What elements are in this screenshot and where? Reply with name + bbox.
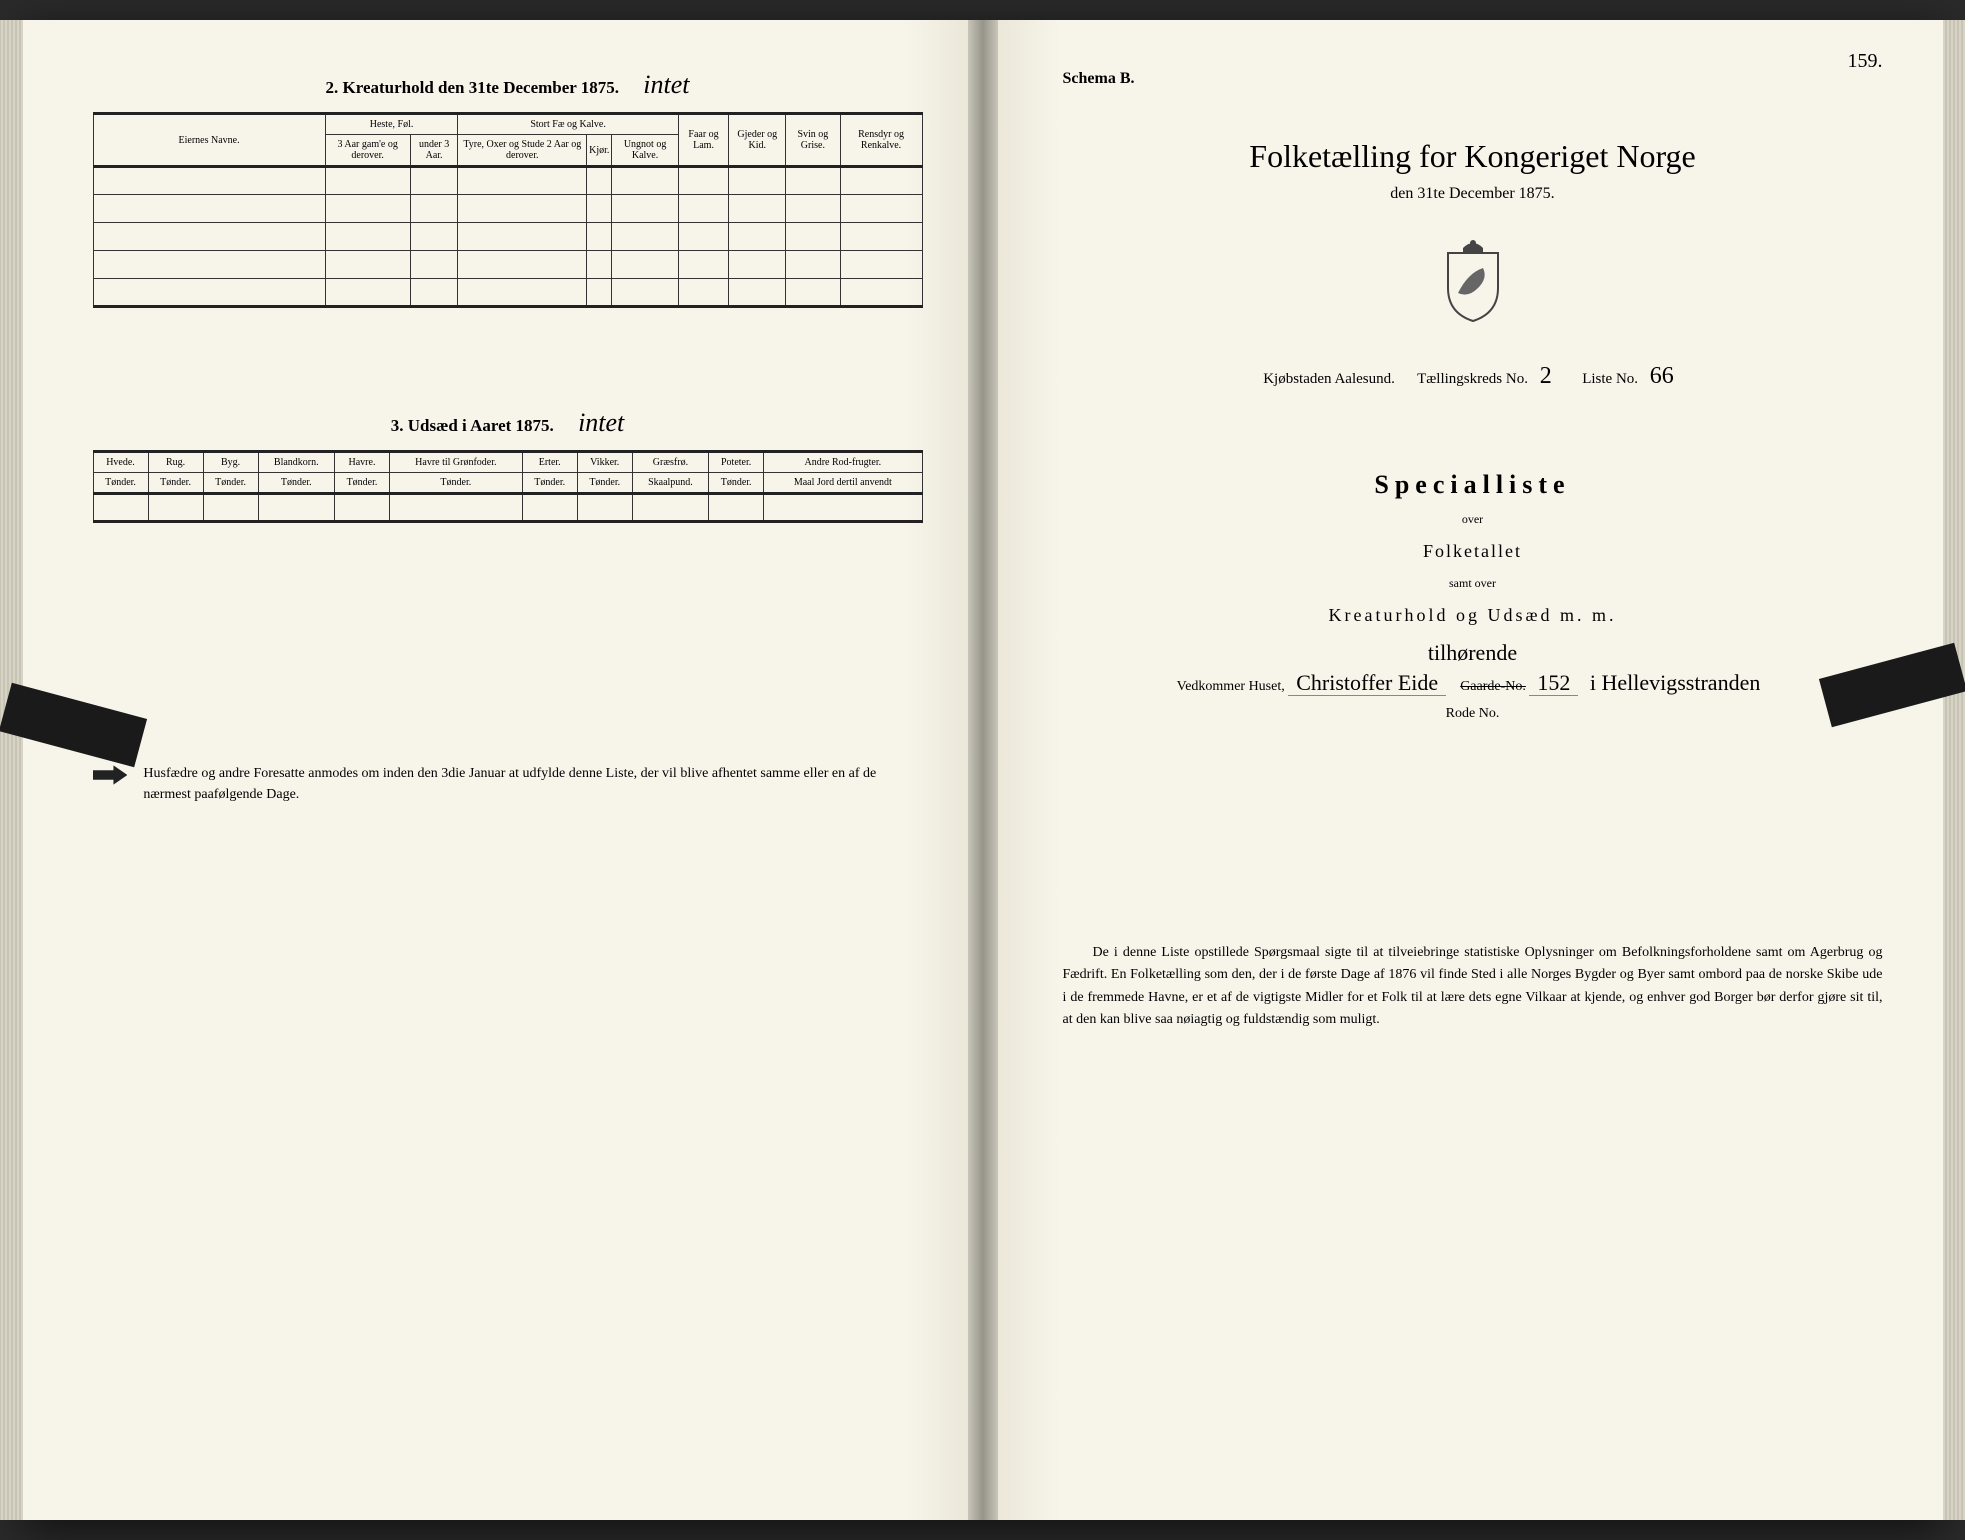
th-vetch: Vikker. xyxy=(577,452,632,473)
th-c-bull: Tyre, Oxer og Stude 2 Aar og derover. xyxy=(458,135,587,167)
th-potato: Poteter. xyxy=(709,452,764,473)
table-row xyxy=(93,494,148,522)
meta-line: Kjøbstaden Aalesund. Tællingskreds No. 2… xyxy=(1063,363,1883,390)
th-mixed: Blandkorn. xyxy=(258,452,334,473)
th-greenfodder: Havre til Grønfoder. xyxy=(390,452,523,473)
section3-annotation: intet xyxy=(578,408,624,437)
gaard-value: 152 xyxy=(1529,670,1578,696)
table-row xyxy=(93,167,325,195)
footnote-text: Husfædre og andre Foresatte anmodes om i… xyxy=(143,763,922,805)
samt-label: samt over xyxy=(1063,576,1883,591)
th-grass: Græsfrø. xyxy=(632,452,708,473)
unit: Tønder. xyxy=(258,473,334,494)
book-spine xyxy=(968,20,998,1520)
th-horses: Heste, Føl. xyxy=(325,114,458,135)
left-page: 2. Kreaturhold den 31te December 1875. i… xyxy=(23,20,983,1520)
th-h-young: under 3 Aar. xyxy=(410,135,458,167)
th-reindeer: Rensdyr og Renkalve. xyxy=(840,114,922,167)
footnote: Husfædre og andre Foresatte anmodes om i… xyxy=(93,763,923,805)
right-page: 159. Schema B. Folketælling for Kongerig… xyxy=(983,20,1943,1520)
over-label: over xyxy=(1063,512,1883,527)
page-edge-left xyxy=(0,20,23,1520)
folketallet-label: Folketallet xyxy=(1063,541,1883,562)
city-label: Kjøbstaden Aalesund. xyxy=(1263,371,1395,387)
section2-annotation: intet xyxy=(643,70,689,99)
th-rye: Rug. xyxy=(148,452,203,473)
table-row xyxy=(93,279,325,307)
unit: Tønder. xyxy=(334,473,389,494)
house-line: Vedkommer Huset, Christoffer Eide Gaarde… xyxy=(1063,670,1883,696)
district-value: 2 xyxy=(1540,363,1552,389)
kreaturhold-table: Eiernes Navne. Heste, Føl. Stort Fæ og K… xyxy=(93,112,923,308)
list-label: Liste No. xyxy=(1582,371,1638,387)
specialliste-heading: Specialliste xyxy=(1063,470,1883,500)
unit: Tønder. xyxy=(709,473,764,494)
th-barley: Byg. xyxy=(203,452,258,473)
list-value: 66 xyxy=(1650,363,1674,389)
kreatur-label: Kreaturhold og Udsæd m. m. xyxy=(1063,605,1883,626)
th-oats: Havre. xyxy=(334,452,389,473)
th-cattle: Stort Fæ og Kalve. xyxy=(458,114,678,135)
section3-title: 3. Udsæd i Aaret 1875. intet xyxy=(93,408,923,438)
unit: Tønder. xyxy=(203,473,258,494)
unit: Tønder. xyxy=(93,473,148,494)
th-c-cow: Kjør. xyxy=(587,135,612,167)
unit: Tønder. xyxy=(522,473,577,494)
th-other: Andre Rod-frugter. xyxy=(764,452,922,473)
section3-title-text: 3. Udsæd i Aaret 1875. xyxy=(391,416,554,435)
th-goat: Gjeder og Kid. xyxy=(729,114,786,167)
rode-line: Rode No. xyxy=(1063,706,1883,722)
unit: Tønder. xyxy=(577,473,632,494)
table-row xyxy=(93,195,325,223)
table-row xyxy=(93,223,325,251)
bottom-paragraph: De i denne Liste opstillede Spørgsmaal s… xyxy=(1063,942,1883,1032)
census-title: Folketælling for Kongeriget Norge xyxy=(1063,138,1883,175)
unit: Maal Jord dertil anvendt xyxy=(764,473,922,494)
th-owners: Eiernes Navne. xyxy=(93,114,325,167)
section2-title-text: 2. Kreaturhold den 31te December 1875. xyxy=(326,78,620,97)
th-peas: Erter. xyxy=(522,452,577,473)
page-number: 159. xyxy=(1848,50,1883,73)
th-h-old: 3 Aar gam'e og derover. xyxy=(325,135,410,167)
udsaed-table: Hvede. Rug. Byg. Blandkorn. Havre. Havre… xyxy=(93,450,923,523)
census-subtitle: den 31te December 1875. xyxy=(1063,185,1883,203)
coat-of-arms-icon xyxy=(1438,233,1508,323)
unit: Tønder. xyxy=(390,473,523,494)
page-edge-right xyxy=(1943,20,1965,1520)
unit: Tønder. xyxy=(148,473,203,494)
district-label: Tællingskreds No. xyxy=(1417,371,1528,387)
gaard-tail: i Hellevigsstranden xyxy=(1582,670,1768,695)
pointing-hand-icon xyxy=(93,763,128,787)
hw-tilhorende: tilhørende xyxy=(1063,640,1883,666)
th-pig: Svin og Grise. xyxy=(786,114,840,167)
gaard-label: Gaarde-No. xyxy=(1460,679,1526,694)
unit: Skaalpund. xyxy=(632,473,708,494)
book-spread: 2. Kreaturhold den 31te December 1875. i… xyxy=(23,20,1943,1520)
table-row xyxy=(93,251,325,279)
house-value: Christoffer Eide xyxy=(1288,670,1446,696)
th-sheep: Faar og Lam. xyxy=(678,114,729,167)
section2-title: 2. Kreaturhold den 31te December 1875. i… xyxy=(93,70,923,100)
house-label: Vedkommer Huset, xyxy=(1177,679,1285,694)
th-c-young: Ungnot og Kalve. xyxy=(612,135,678,167)
th-wheat: Hvede. xyxy=(93,452,148,473)
schema-label: Schema B. xyxy=(1063,70,1883,88)
